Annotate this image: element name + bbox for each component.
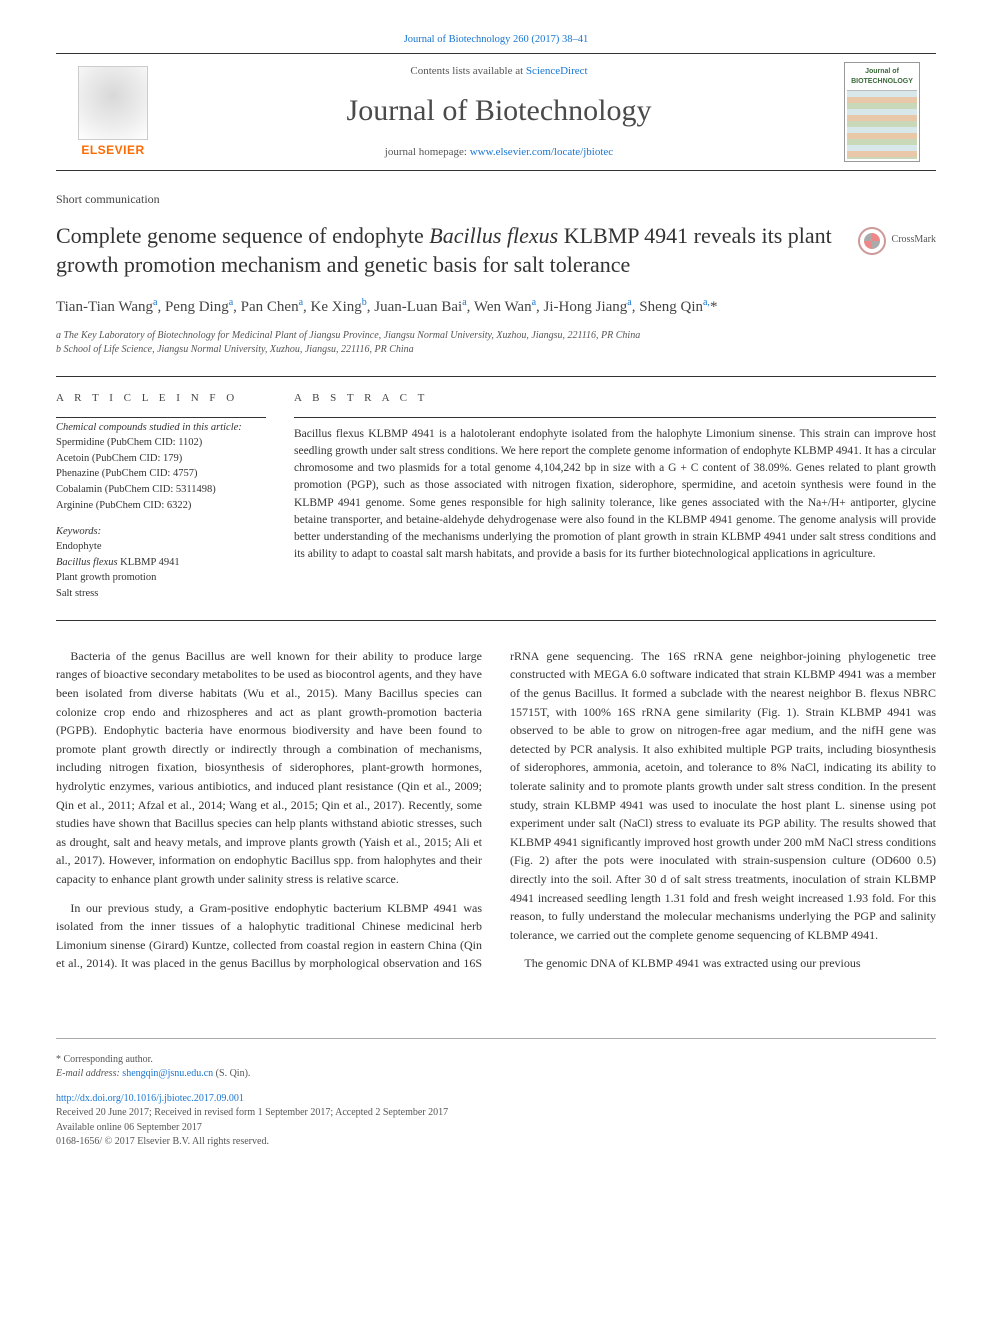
abstract-text: Bacillus flexus KLBMP 4941 is a halotole… <box>294 426 936 564</box>
journal-cover-thumbnail[interactable]: Journal of BIOTECHNOLOGY <box>844 62 920 162</box>
corresponding-email-link[interactable]: shengqin@jsnu.edu.cn <box>122 1068 213 1079</box>
email-line: E-mail address: shengqin@jsnu.edu.cn (S.… <box>56 1067 936 1082</box>
elsevier-tree-icon <box>78 66 148 140</box>
cover-art-icon <box>847 91 917 160</box>
keyword-item: Plant growth promotion <box>56 570 266 586</box>
corresponding-author: * Corresponding author. <box>56 1053 936 1068</box>
received-dates: Received 20 June 2017; Received in revis… <box>56 1106 936 1121</box>
compound-item: Arginine (PubChem CID: 6322) <box>56 498 266 514</box>
journal-name: Journal of Biotechnology <box>170 89 828 133</box>
crossmark-icon <box>858 227 886 255</box>
journal-header: ELSEVIER Contents lists available at Sci… <box>56 53 936 171</box>
body-paragraph-3: The genomic DNA of KLBMP 4941 was extrac… <box>510 954 936 973</box>
keywords-heading: Keywords: <box>56 524 266 539</box>
abstract-heading: A B S T R A C T <box>294 391 936 407</box>
sciencedirect-link[interactable]: ScienceDirect <box>526 65 588 77</box>
affiliations: a The Key Laboratory of Biotechnology fo… <box>56 329 936 358</box>
article-title: Complete genome sequence of endophyte Ba… <box>56 221 838 280</box>
contents-line: Contents lists available at ScienceDirec… <box>170 64 828 80</box>
compound-item: Phenazine (PubChem CID: 4757) <box>56 466 266 482</box>
doi-link[interactable]: http://dx.doi.org/10.1016/j.jbiotec.2017… <box>56 1093 244 1104</box>
email-suffix: (S. Qin). <box>213 1068 250 1079</box>
article-info-heading: A R T I C L E I N F O <box>56 391 266 407</box>
affiliation-b: b School of Life Science, Jiangsu Normal… <box>56 343 936 358</box>
contents-prefix: Contents lists available at <box>410 65 525 77</box>
article-footer: * Corresponding author. E-mail address: … <box>56 1038 936 1150</box>
compound-item: Cobalamin (PubChem CID: 5311498) <box>56 482 266 498</box>
compounds-heading: Chemical compounds studied in this artic… <box>56 420 266 435</box>
journal-citation[interactable]: Journal of Biotechnology 260 (2017) 38–4… <box>404 34 589 45</box>
abstract-column: A B S T R A C T Bacillus flexus KLBMP 49… <box>294 391 936 602</box>
homepage-prefix: journal homepage: <box>385 146 470 158</box>
body-paragraph-1: Bacteria of the genus Bacillus are well … <box>56 647 482 889</box>
article-body: Bacteria of the genus Bacillus are well … <box>56 647 936 978</box>
crossmark-label: CrossMark <box>892 233 936 248</box>
crossmark-badge[interactable]: CrossMark <box>858 227 936 255</box>
keyword-item: Bacillus flexus KLBMP 4941 <box>56 555 266 571</box>
compound-item: Spermidine (PubChem CID: 1102) <box>56 435 266 451</box>
article-section-type: Short communication <box>56 191 936 208</box>
compound-item: Acetoin (PubChem CID: 179) <box>56 451 266 467</box>
keyword-item: Salt stress <box>56 586 266 602</box>
title-italic: Bacillus flexus <box>429 223 558 248</box>
publisher-logo[interactable]: ELSEVIER <box>72 66 154 159</box>
authors-list: Tian-Tian Wanga, Peng Dinga, Pan Chena, … <box>56 296 936 319</box>
cover-title: Journal of BIOTECHNOLOGY <box>847 65 917 90</box>
available-online: Available online 06 September 2017 <box>56 1121 936 1136</box>
email-label: E-mail address: <box>56 1068 122 1079</box>
title-part1: Complete genome sequence of endophyte <box>56 223 429 248</box>
affiliation-a: a The Key Laboratory of Biotechnology fo… <box>56 329 936 344</box>
journal-homepage-link[interactable]: www.elsevier.com/locate/jbiotec <box>470 146 613 158</box>
copyright-line: 0168-1656/ © 2017 Elsevier B.V. All righ… <box>56 1135 936 1150</box>
keywords-list: EndophyteBacillus flexus KLBMP 4941Plant… <box>56 539 266 602</box>
publisher-name: ELSEVIER <box>81 142 144 159</box>
homepage-line: journal homepage: www.elsevier.com/locat… <box>170 145 828 161</box>
compounds-list: Spermidine (PubChem CID: 1102)Acetoin (P… <box>56 435 266 514</box>
article-info-column: A R T I C L E I N F O Chemical compounds… <box>56 391 266 602</box>
keyword-item: Endophyte <box>56 539 266 555</box>
